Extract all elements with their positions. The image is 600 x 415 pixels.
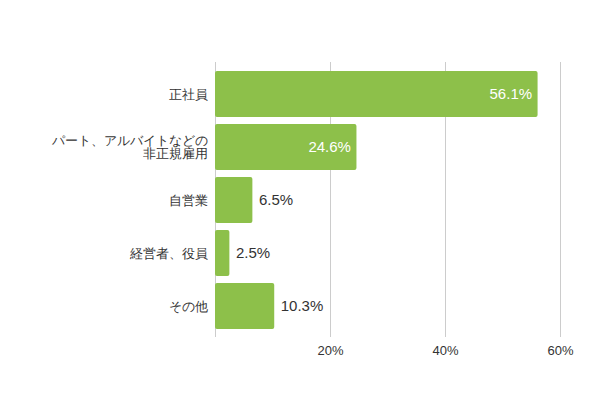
svg-text:経営者、役員: 経営者、役員 [129,246,208,261]
svg-text:正社員: 正社員 [169,87,208,102]
svg-text:56.1%: 56.1% [490,85,533,102]
svg-text:パート、アルバイトなどの非正規雇用: パート、アルバイトなどの非正規雇用 [51,133,208,161]
svg-text:24.6%: 24.6% [308,138,351,155]
svg-text:60%: 60% [547,343,573,358]
svg-text:20%: 20% [317,343,343,358]
svg-text:6.5%: 6.5% [259,191,293,208]
svg-text:その他: その他 [169,299,208,314]
svg-text:自営業: 自営業 [169,193,208,208]
svg-text:40%: 40% [432,343,458,358]
svg-text:2.5%: 2.5% [236,244,270,261]
svg-text:10.3%: 10.3% [281,297,324,314]
